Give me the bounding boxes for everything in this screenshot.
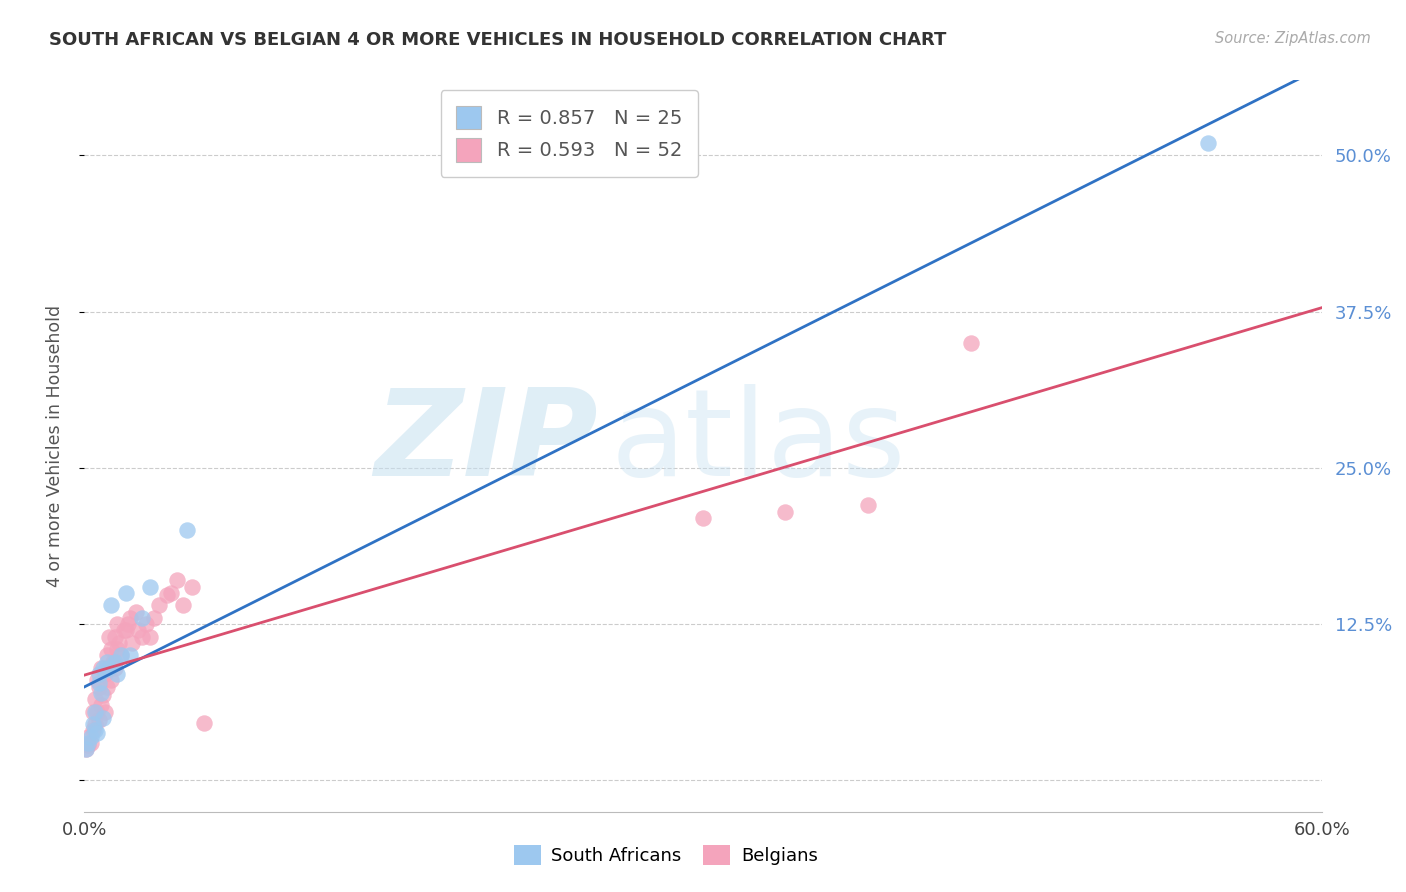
- Point: [125, 605, 148, 619]
- Point: [91, 689, 114, 703]
- Point: [83, 692, 105, 706]
- Point: [775, 505, 797, 519]
- Text: SOUTH AFRICAN VS BELGIAN 4 OR MORE VEHICLES IN HOUSEHOLD CORRELATION CHART: SOUTH AFRICAN VS BELGIAN 4 OR MORE VEHIC…: [49, 31, 946, 49]
- Point: [692, 511, 714, 525]
- Point: [1197, 136, 1219, 150]
- Point: [103, 655, 125, 669]
- Point: [180, 580, 202, 594]
- Legend: South Africans, Belgians: South Africans, Belgians: [506, 838, 825, 872]
- Point: [83, 717, 105, 731]
- Point: [77, 730, 100, 744]
- Point: [77, 736, 100, 750]
- Point: [135, 617, 157, 632]
- Point: [139, 580, 162, 594]
- Point: [105, 617, 128, 632]
- Point: [112, 624, 135, 638]
- Point: [77, 739, 100, 753]
- Point: [94, 667, 117, 681]
- Point: [94, 705, 117, 719]
- Point: [160, 586, 183, 600]
- Point: [100, 642, 122, 657]
- Point: [96, 648, 118, 663]
- Point: [79, 730, 101, 744]
- Point: [110, 648, 132, 663]
- Point: [91, 661, 114, 675]
- Point: [87, 680, 110, 694]
- Point: [86, 726, 108, 740]
- Point: [105, 642, 128, 657]
- Point: [176, 524, 198, 538]
- Point: [131, 611, 153, 625]
- Point: [114, 624, 136, 638]
- Point: [104, 630, 127, 644]
- Point: [104, 655, 127, 669]
- Point: [143, 611, 166, 625]
- Point: [90, 686, 112, 700]
- Point: [86, 705, 108, 719]
- Point: [83, 723, 105, 738]
- Point: [94, 664, 117, 678]
- Point: [100, 673, 122, 688]
- Point: [90, 661, 112, 675]
- Point: [156, 589, 179, 603]
- Point: [90, 698, 112, 713]
- Point: [856, 499, 879, 513]
- Point: [86, 673, 108, 688]
- Point: [104, 661, 127, 675]
- Point: [108, 636, 131, 650]
- Point: [148, 599, 170, 613]
- Point: [79, 736, 101, 750]
- Text: Source: ZipAtlas.com: Source: ZipAtlas.com: [1215, 31, 1371, 46]
- Point: [193, 715, 215, 730]
- Point: [172, 599, 194, 613]
- Point: [82, 717, 104, 731]
- Point: [98, 661, 121, 675]
- Point: [98, 630, 121, 644]
- Point: [75, 742, 97, 756]
- Point: [82, 705, 104, 719]
- Point: [100, 599, 122, 613]
- Point: [87, 667, 110, 681]
- Point: [96, 680, 118, 694]
- Point: [117, 617, 139, 632]
- Text: ZIP: ZIP: [374, 384, 598, 500]
- Point: [87, 714, 110, 728]
- Point: [118, 648, 141, 663]
- Point: [98, 661, 121, 675]
- Point: [127, 624, 149, 638]
- Point: [87, 676, 110, 690]
- Point: [166, 574, 188, 588]
- Point: [96, 655, 118, 669]
- Y-axis label: 4 or more Vehicles in Household: 4 or more Vehicles in Household: [45, 305, 63, 587]
- Point: [82, 723, 104, 738]
- Point: [105, 667, 128, 681]
- Point: [83, 705, 105, 719]
- Point: [114, 586, 136, 600]
- Point: [75, 742, 97, 756]
- Point: [91, 711, 114, 725]
- Text: atlas: atlas: [610, 384, 905, 500]
- Point: [110, 648, 132, 663]
- Point: [139, 630, 162, 644]
- Point: [960, 335, 983, 350]
- Point: [118, 611, 141, 625]
- Point: [121, 636, 143, 650]
- Point: [131, 630, 153, 644]
